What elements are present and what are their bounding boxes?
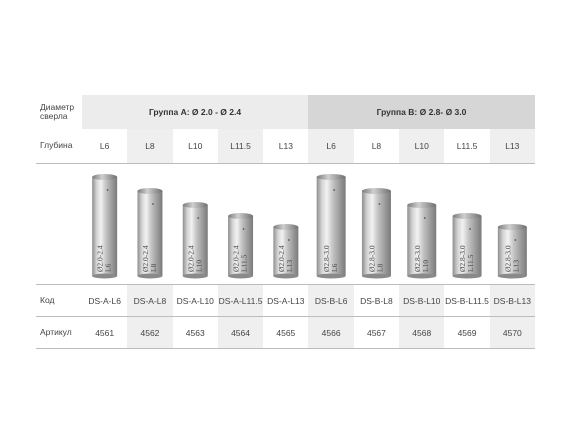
depth-cell: L10: [188, 141, 203, 151]
code-cell: DS-A-L11.5: [217, 285, 264, 316]
engraving-length: L13: [511, 260, 520, 272]
engraving-diameter: Ø2.8-3.0: [458, 245, 467, 272]
depth-cell: L11.5: [456, 141, 478, 151]
engraving-diameter: Ø2.0-2.4: [277, 245, 286, 272]
engraving-diameter: Ø2.0-2.4: [141, 245, 150, 272]
engraving-length: L10: [421, 260, 430, 272]
article-cell: 4561: [95, 327, 115, 338]
code-cell: DS-B-L11.5: [445, 295, 489, 306]
drill-stop-cylinder: Ø2.0-2.4 L10: [182, 202, 208, 279]
drill-stop-cylinder: Ø2.0-2.4 L8: [137, 188, 163, 279]
article-cell: 4567: [366, 327, 386, 338]
code-cell: DS-B-L13: [489, 285, 535, 316]
group-a-header: Группа А: Ø 2.0 - Ø 2.4: [82, 95, 308, 129]
engraving-length: L11.5: [240, 254, 249, 272]
engraving-diameter: Ø2.0-2.4: [232, 245, 241, 272]
engraving-diameter: Ø2.8-3.0: [413, 245, 422, 272]
engraving-length: L8: [375, 263, 384, 272]
drill-stops-illustration: Ø2.0-2.4 L6 Ø2.0-2.4 L8 Ø2.0-2.4 L10 Ø2.0-2.4 L…: [92, 174, 527, 279]
divider: [36, 316, 535, 317]
drill-stop-cylinder: Ø2.0-2.4 L11.5: [228, 213, 254, 279]
image-row: Ø2.0-2.4 L6 Ø2.0-2.4 L8 Ø2.0-2.4 L10 Ø2.0-2.4 L…: [36, 164, 535, 284]
article-label: Артикул: [40, 326, 72, 337]
code-cell: DS-B-L6: [308, 285, 354, 316]
drill-stop-cylinder: Ø2.0-2.4 L13: [273, 224, 299, 279]
divider: [36, 163, 535, 164]
article-cell: 4569: [457, 327, 477, 338]
engraving-length: L8: [149, 263, 158, 272]
engraving-diameter: Ø2.0-2.4: [186, 245, 195, 272]
depth-cell: L13: [489, 129, 535, 163]
drill-stop-cylinder: Ø2.8-3.0 L10: [407, 202, 437, 279]
article-cell: 4564: [217, 317, 264, 348]
drill-stop-cylinder: Ø2.8-3.0 L6: [316, 174, 346, 279]
code-cell: DS-A-L10: [176, 295, 214, 306]
engraving-length: L13: [285, 260, 294, 272]
engraving-length: L11.5: [466, 254, 475, 272]
engraving-diameter: Ø2.8-3.0: [503, 245, 512, 272]
diameter-row: Диаметр сверла Группа А: Ø 2.0 - Ø 2.4 Г…: [36, 95, 535, 129]
article-cell: 4570: [489, 317, 535, 348]
diameter-label: Диаметр сверла: [40, 101, 75, 121]
code-label: Код: [40, 294, 55, 305]
code-cell: DS-A-L13: [267, 295, 305, 306]
drill-stop-cylinder: Ø2.8-3.0 L11.5: [452, 213, 482, 279]
depth-cell: L10: [399, 129, 445, 163]
code-cell: DS-B-L10: [399, 285, 445, 316]
code-cell: DS-B-L8: [360, 295, 393, 306]
article-cell: 4565: [276, 327, 296, 338]
depth-cell: L6: [308, 129, 354, 163]
drill-stop-cylinder: Ø2.8-3.0 L8: [361, 188, 391, 279]
drill-stop-cylinder: Ø2.0-2.4 L6: [92, 174, 118, 279]
code-cell: DS-A-L8: [127, 285, 173, 316]
code-cell: DS-A-L6: [88, 295, 121, 306]
code-row: Код DS-A-L6 DS-A-L8 DS-A-L10 DS-A-L11.5 …: [36, 285, 535, 316]
article-cell: 4566: [308, 317, 354, 348]
engraving-diameter: Ø2.0-2.4: [96, 245, 105, 272]
depth-row: Глубина L6 L8 L10 L11.5 L13 L6 L8 L10 L1…: [36, 129, 535, 163]
drill-stop-cylinder: Ø2.8-3.0 L13: [497, 224, 527, 279]
engraving-diameter: Ø2.8-3.0: [367, 245, 376, 272]
divider: [36, 284, 535, 285]
divider: [36, 348, 535, 349]
image-row-label: [36, 164, 82, 284]
article-row: Артикул 4561 4562 4563 4564 4565 4566 45…: [36, 317, 535, 348]
depth-cell: L8: [127, 129, 173, 163]
engraving-diameter: Ø2.8-3.0: [322, 245, 331, 272]
depth-cell: L8: [371, 141, 382, 151]
engraving-length: L6: [104, 263, 113, 272]
engraving-length: L6: [330, 263, 339, 272]
engraving-length: L10: [194, 260, 203, 272]
article-cell: 4568: [399, 317, 445, 348]
article-cell: 4562: [127, 317, 173, 348]
depth-label: Глубина: [40, 140, 73, 151]
group-b-header: Группа В: Ø 2.8- Ø 3.0: [308, 95, 535, 129]
depth-cell: L6: [99, 141, 110, 151]
depth-cell: L11.5: [217, 129, 264, 163]
depth-cell: L13: [278, 141, 293, 151]
article-cell: 4563: [185, 327, 205, 338]
